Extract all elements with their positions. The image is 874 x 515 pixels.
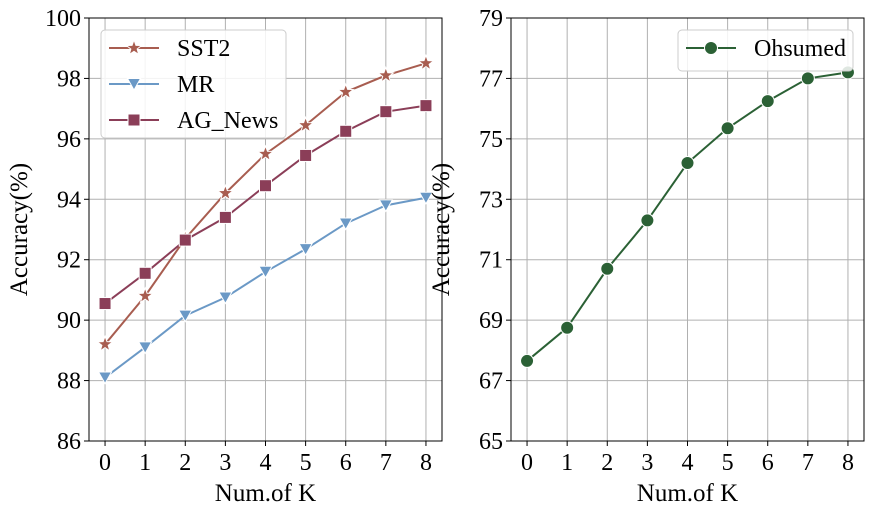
legend-frame (677, 29, 854, 72)
y-tick-label: 77 (479, 66, 503, 92)
x-axis-label: Num.of K (637, 480, 738, 507)
x-tick-label: 2 (179, 450, 191, 476)
y-tick-label: 71 (479, 248, 503, 274)
y-axis-label: Accuracy(%) (6, 163, 33, 296)
data-point (298, 243, 313, 257)
data-point (216, 183, 235, 201)
legend-label: SST2 (177, 36, 230, 62)
data-point (378, 199, 394, 213)
y-axis-label: Accuracy(%) (428, 163, 455, 296)
data-point (136, 286, 155, 304)
y-tick-label: 94 (57, 187, 81, 213)
x-tick-label: 4 (682, 450, 694, 476)
legend: SST2 MR AG_News (100, 29, 287, 139)
data-point (800, 71, 815, 86)
data-point (258, 265, 273, 279)
x-axis-label: Num.of K (215, 480, 316, 507)
data-point (600, 261, 615, 276)
data-point (178, 233, 192, 247)
y-tick-label: 90 (57, 308, 81, 334)
x-tick-label: 0 (99, 450, 111, 476)
x-tick-label: 8 (842, 450, 854, 476)
y-tick-label: 100 (45, 6, 81, 32)
x-tick-label: 6 (762, 450, 774, 476)
data-point (720, 121, 735, 136)
chart-panel-1: 0 1 2 3 4 5 6 7 8 86 88 90 92 94 96 98 100 Num.of K Accura… (6, 6, 443, 507)
grid (511, 17, 864, 442)
data-point (339, 124, 353, 138)
y-tick-label: 67 (479, 369, 503, 395)
y-tick-label: 79 (479, 6, 503, 32)
data-point (338, 217, 354, 231)
data-point (418, 191, 434, 205)
legend-frame (100, 29, 287, 139)
legend-label: Ohsumed (754, 36, 846, 62)
data-point (98, 297, 112, 311)
x-tick-label: 4 (260, 450, 272, 476)
x-tick-label: 0 (521, 450, 533, 476)
x-tick-label: 1 (139, 450, 151, 476)
data-point (640, 213, 655, 228)
x-tick-label: 7 (802, 450, 814, 476)
legend: Ohsumed (677, 29, 854, 72)
x-tick-label: 1 (561, 450, 573, 476)
data-point (296, 115, 315, 133)
data-point (177, 309, 193, 323)
legend-marker (127, 113, 141, 127)
data-point (96, 334, 115, 352)
y-tick-label: 96 (57, 127, 81, 153)
x-tick-label: 5 (300, 450, 312, 476)
y-tick-label: 92 (57, 248, 81, 274)
series-AG_News (98, 99, 433, 311)
data-point (760, 94, 775, 109)
x-tick-label: 5 (722, 450, 734, 476)
series-SST2 (96, 53, 435, 352)
data-point (138, 266, 152, 280)
data-point (520, 353, 535, 368)
data-point (299, 148, 313, 162)
y-tick-label: 65 (479, 429, 503, 455)
data-point (419, 99, 433, 113)
x-tick-label: 3 (219, 450, 231, 476)
x-tick-label: 2 (601, 450, 613, 476)
legend-marker (124, 38, 144, 56)
data-point (416, 53, 435, 71)
data-point (336, 82, 355, 100)
series-Ohsumed (520, 65, 855, 368)
data-point (259, 179, 272, 193)
y-tick-label: 69 (479, 308, 503, 334)
series-MR (97, 191, 434, 385)
y-tick-label: 75 (479, 127, 503, 153)
y-tick-label: 73 (479, 187, 503, 213)
data-point (218, 291, 233, 305)
legend-label: MR (177, 72, 214, 98)
legend-label: AG_News (177, 108, 278, 134)
y-tick-label: 88 (57, 369, 81, 395)
legend-marker (704, 41, 718, 55)
y-tick-label: 98 (57, 66, 81, 92)
legend-marker (126, 78, 142, 92)
data-point (256, 144, 275, 162)
data-point (680, 156, 695, 171)
x-tick-label: 6 (340, 450, 352, 476)
data-point (560, 320, 575, 335)
x-tick-label: 8 (420, 450, 432, 476)
x-tick-label: 3 (641, 450, 653, 476)
data-point (137, 341, 153, 355)
data-point (218, 210, 232, 224)
y-tick-label: 86 (57, 429, 81, 455)
data-point (376, 65, 395, 84)
x-tick-label: 7 (380, 450, 392, 476)
data-point (97, 371, 113, 385)
data-point (379, 105, 393, 119)
